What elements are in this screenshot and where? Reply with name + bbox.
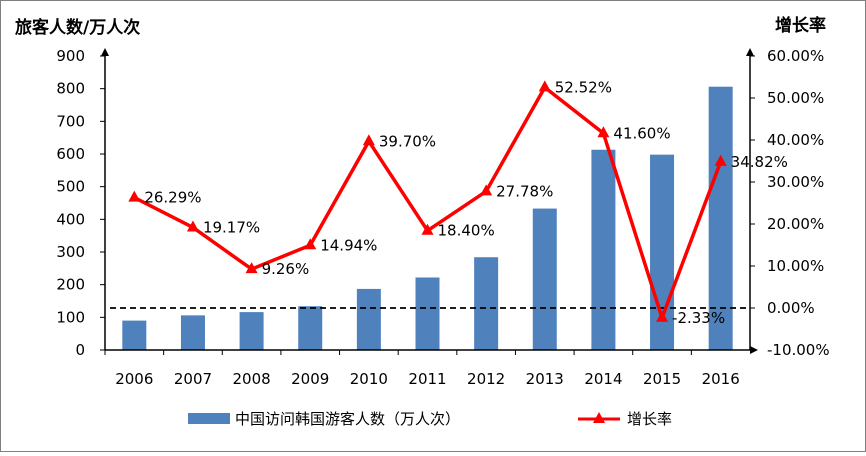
bar-2012 <box>474 257 499 350</box>
x-tick-label: 2006 <box>115 370 153 388</box>
growth-label-2011: 18.40% <box>438 222 495 240</box>
right-tick-label: 50.00% <box>767 89 824 107</box>
x-tick-label: 2013 <box>526 370 564 388</box>
left-tick-label: 900 <box>56 47 85 65</box>
growth-label-2013: 52.52% <box>555 78 612 96</box>
right-tick-label: 10.00% <box>767 257 824 275</box>
x-axis-ticks: 2006 2007 2008 2009 2010 2011 2012 2013 2014 2015… <box>104 350 740 388</box>
right-tick-label: -10.00% <box>767 341 830 359</box>
left-tick-label: 800 <box>56 80 85 98</box>
growth-marker-2015 <box>656 310 669 322</box>
growth-marker-2016 <box>714 154 727 166</box>
left-tick-label: 300 <box>56 243 85 261</box>
growth-label-2012: 27.78% <box>496 182 553 200</box>
bar-2013 <box>532 208 557 350</box>
x-tick-label: 2016 <box>702 370 740 388</box>
right-tick-label: 0.00% <box>767 299 815 317</box>
right-axis-ticks: -10.00% 0.00% 10.00% 20.00% 30.00% 40.00% 50.0… <box>750 47 830 359</box>
legend: 中国访问韩国游客人数（万人次） 增长率 <box>188 410 672 428</box>
growth-marker-2012 <box>480 184 493 196</box>
growth-label-2008: 9.26% <box>262 260 310 278</box>
bar-2011 <box>415 277 440 350</box>
left-axis-ticks: 0 100 200 300 400 500 600 700 800 900 <box>56 47 105 359</box>
bar-series <box>122 86 733 350</box>
x-tick-label: 2009 <box>291 370 329 388</box>
bar-2016 <box>708 86 733 350</box>
right-tick-label: 20.00% <box>767 215 824 233</box>
bar-2006 <box>122 320 147 350</box>
legend-bar-label: 中国访问韩国游客人数（万人次） <box>235 410 460 428</box>
bar-2014 <box>591 149 616 350</box>
x-tick-label: 2010 <box>350 370 388 388</box>
right-tick-label: 30.00% <box>767 173 824 191</box>
right-axis-title: 增长率 <box>775 15 826 36</box>
left-tick-label: 500 <box>56 178 85 196</box>
right-tick-label: 60.00% <box>767 47 824 65</box>
left-tick-label: 0 <box>75 341 85 359</box>
legend-bar-swatch <box>188 413 230 424</box>
left-axis-title: 旅客人数/万人次 <box>15 17 140 38</box>
growth-marker-2010 <box>362 134 375 146</box>
growth-label-2015: -2.33% <box>672 309 725 327</box>
x-tick-label: 2014 <box>584 370 622 388</box>
left-axis-arrow <box>101 48 109 56</box>
x-axis-arrow <box>750 346 758 354</box>
growth-marker-2006 <box>128 190 141 202</box>
growth-marker-2011 <box>421 223 434 235</box>
legend-line-label: 增长率 <box>627 410 672 428</box>
growth-label-2006: 26.29% <box>144 189 201 207</box>
x-tick-label: 2008 <box>232 370 270 388</box>
growth-label-2010: 39.70% <box>379 132 436 150</box>
growth-marker-2009 <box>304 238 317 250</box>
left-tick-label: 600 <box>56 145 85 163</box>
growth-marker-2008 <box>245 262 258 274</box>
growth-label-2009: 14.94% <box>320 236 377 254</box>
bar-2010 <box>356 288 381 350</box>
growth-label-2016: 34.82% <box>731 153 788 171</box>
right-axis-arrow <box>746 48 754 56</box>
left-tick-label: 400 <box>56 210 85 228</box>
left-tick-label: 700 <box>56 112 85 130</box>
line-series: 26.29%19.17% 9.26% 14.94% 39.70% 18.40% 27.78… <box>128 78 788 327</box>
x-tick-label: 2015 <box>643 370 681 388</box>
growth-marker-2013 <box>538 80 551 92</box>
x-tick-label: 2011 <box>408 370 446 388</box>
growth-label-2014: 41.60% <box>613 124 670 142</box>
right-tick-label: 40.00% <box>767 131 824 149</box>
bar-2009 <box>298 306 323 350</box>
axes <box>101 48 758 354</box>
growth-label-2007: 19.17% <box>203 218 260 236</box>
x-tick-label: 2012 <box>467 370 505 388</box>
bar-2008 <box>239 312 264 350</box>
growth-marker-2007 <box>186 220 199 232</box>
bar-2007 <box>180 315 205 350</box>
left-tick-label: 200 <box>56 276 85 294</box>
legend-line-marker <box>593 412 605 423</box>
left-tick-label: 100 <box>56 308 85 326</box>
growth-marker-2014 <box>597 126 610 138</box>
x-tick-label: 2007 <box>174 370 212 388</box>
